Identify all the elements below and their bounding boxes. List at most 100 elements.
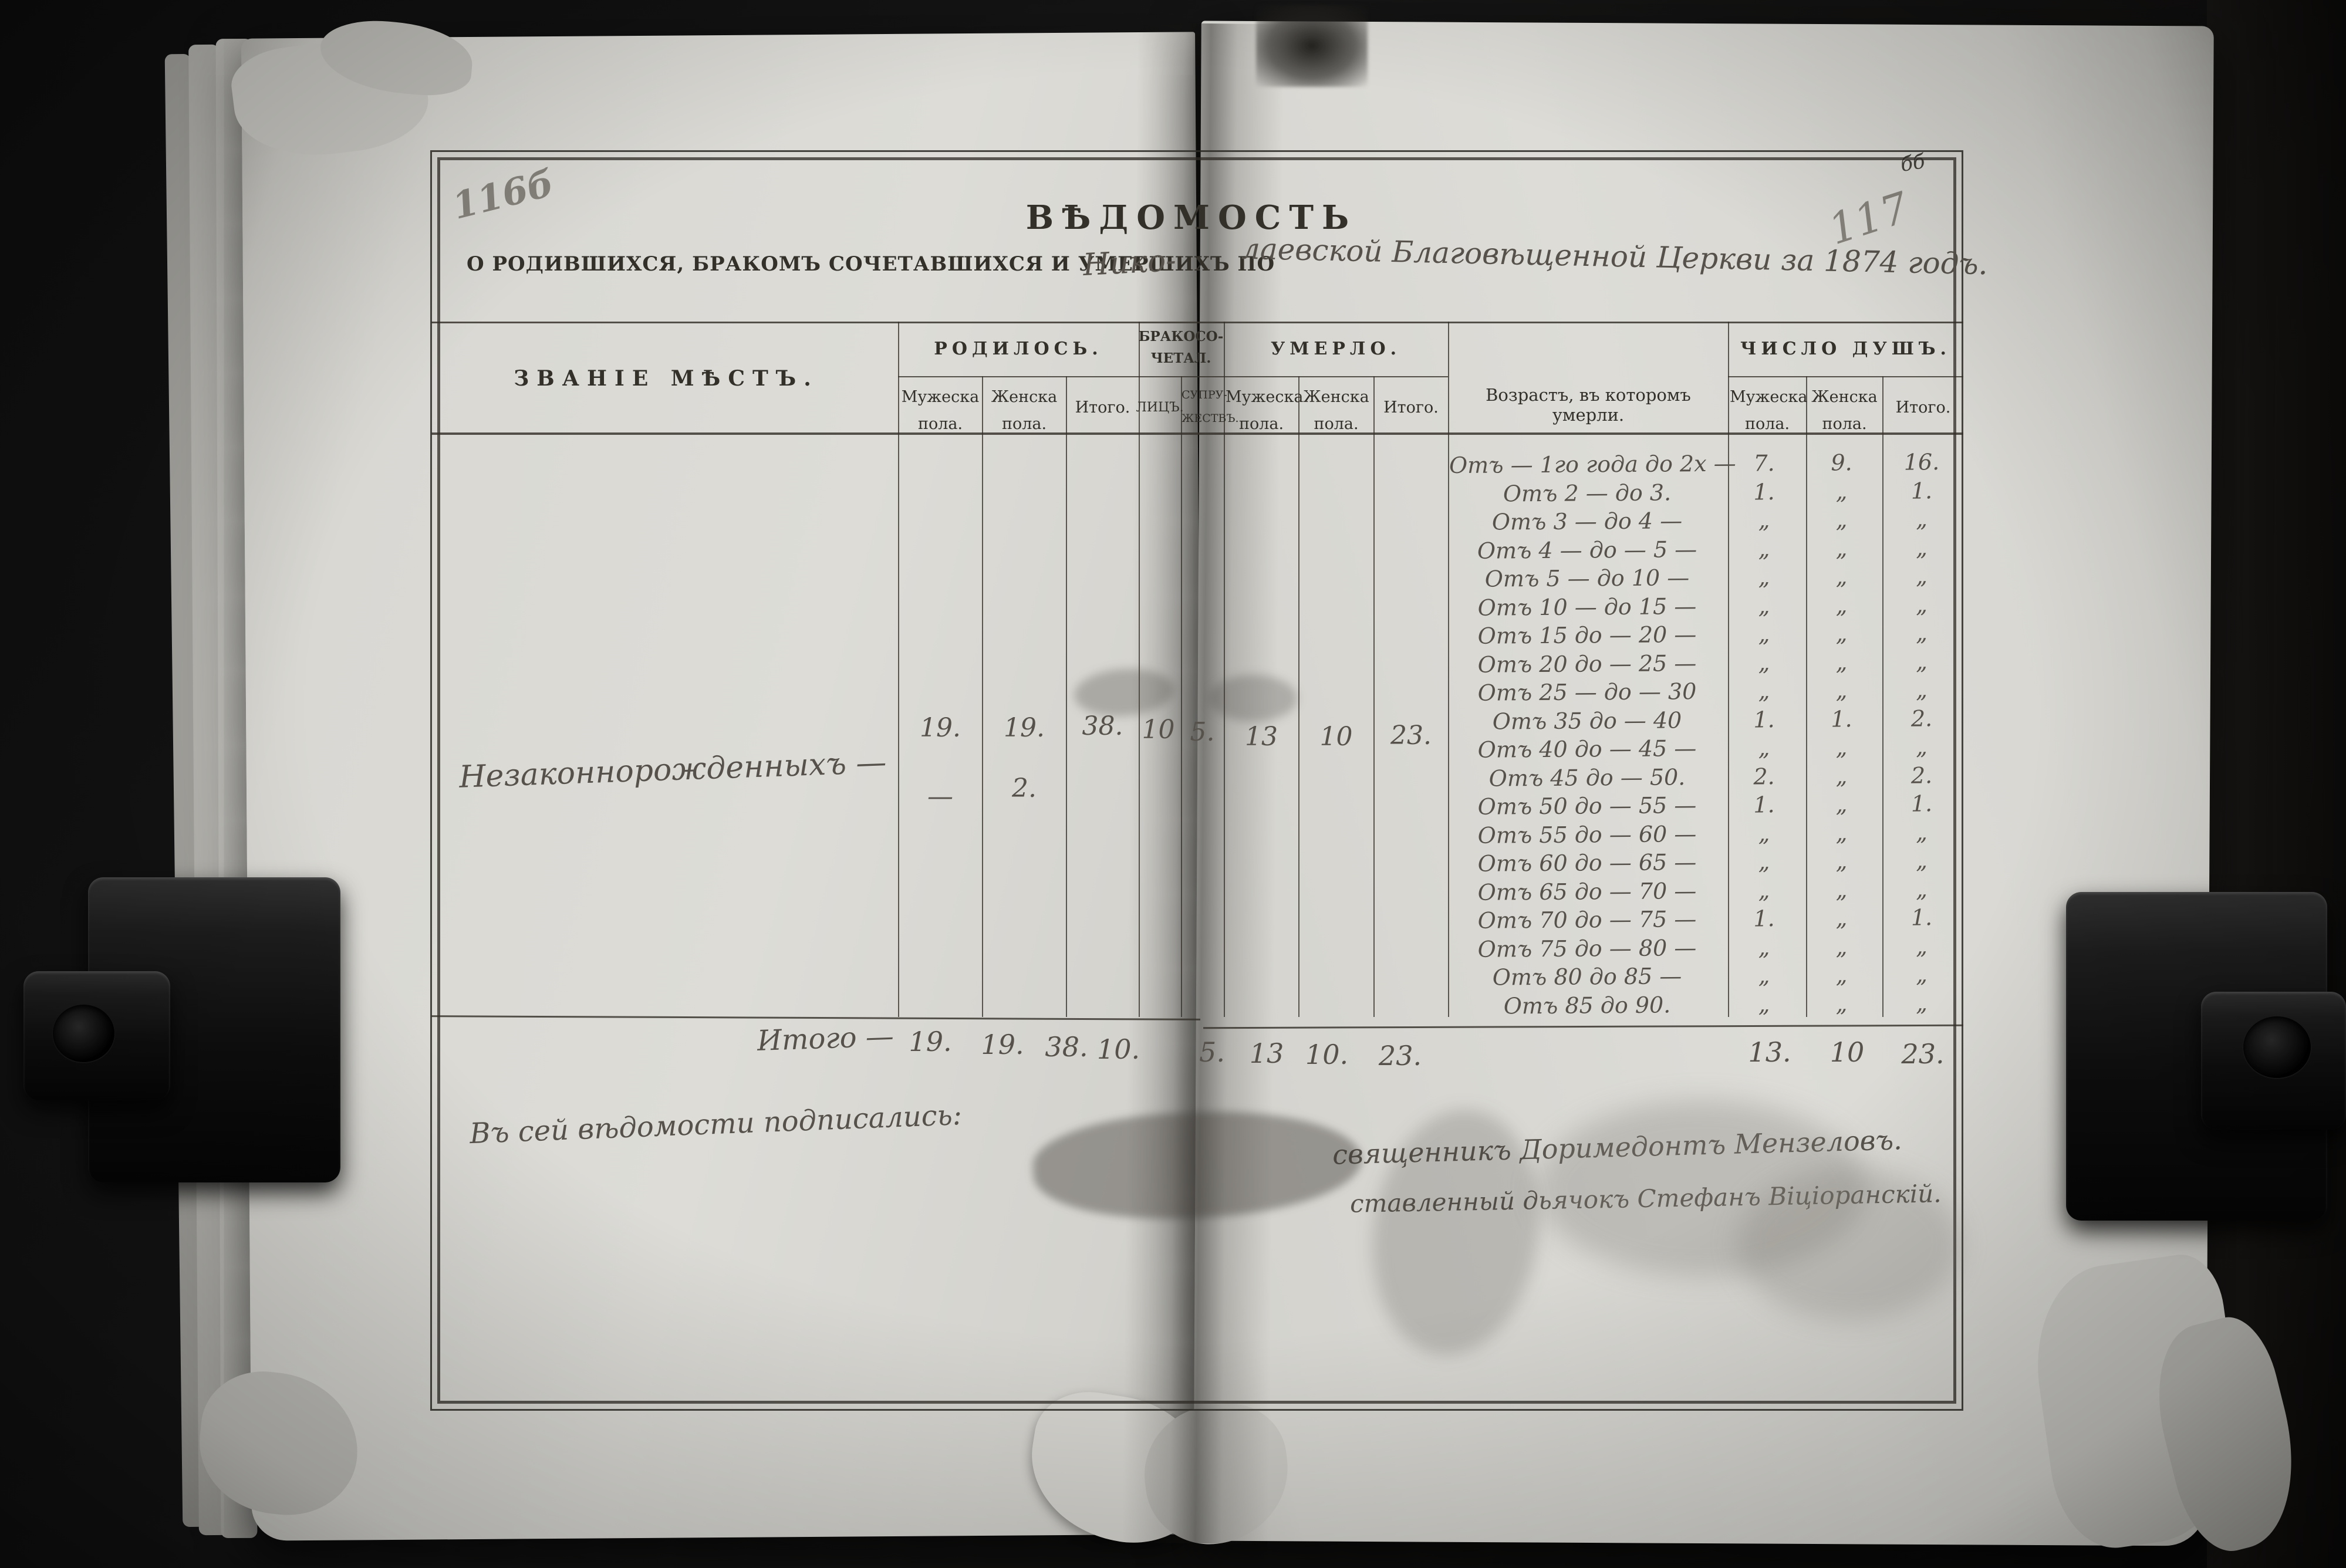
subcolumn-souls-female: Женска пола. — [1811, 388, 1878, 433]
age-range: Отъ 2 — до 3. — [1503, 479, 1672, 507]
age-range: Отъ 25 — до — 30 — [1477, 678, 1697, 706]
table-rule — [1066, 376, 1067, 1017]
deaths-total-count: „ — [1915, 876, 1928, 903]
subcolumn-souls-male: Мужеска пола. — [1730, 388, 1808, 433]
deaths-male-count: „ — [1758, 820, 1770, 847]
deaths-male-count: „ — [1758, 621, 1770, 647]
table-rule — [982, 376, 983, 1017]
subtitle-handwritten-parish: Нико- — [1082, 242, 1177, 283]
left-clamp-hole — [53, 1005, 114, 1062]
deaths-male-count: „ — [1758, 877, 1770, 904]
table-rule — [431, 322, 1963, 323]
age-range: Отъ 55 до — 60 — — [1477, 820, 1697, 849]
table-rule — [1373, 376, 1375, 1017]
totals-souls-female: 10 — [1829, 1036, 1865, 1068]
deaths-total-count: „ — [1915, 620, 1928, 646]
born-male-value: 19. — [920, 713, 961, 743]
died-total-value: 23. — [1390, 721, 1432, 751]
deaths-male-count: „ — [1758, 649, 1770, 676]
deaths-male-count: „ — [1758, 564, 1770, 590]
age-range: Отъ 20 до — 25 — — [1477, 650, 1697, 678]
age-range: Отъ 65 до — 70 — — [1477, 877, 1697, 905]
document-title: ВѢДОМОСТЬ — [1025, 198, 1358, 237]
deaths-female-count: „ — [1835, 791, 1848, 817]
age-range: Отъ — 1го года до 2х — — [1449, 450, 1736, 479]
deaths-male-count: 1. — [1753, 905, 1775, 932]
column-header-age-at-death: Возрастъ, въ которомъ умерли. — [1486, 385, 1691, 425]
deaths-age-row: Отъ — 1го года до 2х — 7. 9. 16. — [1449, 448, 1963, 480]
column-header-places: ЗВАНІЕ МѢСТЪ. — [514, 366, 819, 391]
married-persons-value: 10 — [1142, 715, 1175, 745]
deaths-age-row: Отъ 4 — до — 5 — „ „ „ — [1449, 533, 1963, 565]
subcolumn-souls-total: Итого. — [1895, 398, 1951, 417]
deaths-age-row: Отъ 35 до — 40 1. 1. 2. — [1449, 704, 1963, 736]
age-range: Отъ 4 — до — 5 — — [1477, 536, 1697, 564]
deaths-age-row: Отъ 55 до — 60 — „ „ „ — [1449, 817, 1963, 850]
deaths-male-count: 1. — [1753, 478, 1775, 505]
born-female-value: 19. — [1004, 713, 1045, 743]
right-clamp-hole — [2243, 1016, 2311, 1078]
deaths-male-count: „ — [1758, 849, 1770, 875]
deaths-by-age-table: Отъ — 1го года до 2х — 7. 9. 16. Отъ 2 —… — [1449, 448, 1963, 1019]
deaths-female-count: „ — [1835, 563, 1848, 590]
deaths-female-count: „ — [1835, 820, 1848, 846]
deaths-total-count: „ — [1915, 819, 1928, 846]
age-range: Отъ 75 до — 80 — — [1477, 934, 1697, 962]
age-range: Отъ 15 до — 20 — — [1477, 621, 1697, 649]
table-rule — [1224, 322, 1225, 1017]
totals-died-total: 23. — [1378, 1040, 1422, 1072]
died-female-value: 10 — [1319, 722, 1353, 752]
deaths-female-count: „ — [1835, 991, 1848, 1017]
age-range: Отъ 10 — до 15 — — [1477, 593, 1697, 621]
age-range: Отъ 60 до — 65 — — [1477, 849, 1697, 877]
age-range: Отъ 85 до 90. — [1503, 992, 1671, 1019]
illegitimate-born-female: 2. — [1012, 773, 1037, 803]
deaths-female-count: „ — [1835, 905, 1848, 931]
place-description — [447, 492, 911, 729]
totals-born-male: 19. — [909, 1026, 952, 1057]
died-male-value: 13 — [1245, 722, 1278, 752]
subcolumn-married-persons: ЛИЦЪ. — [1136, 400, 1184, 415]
deaths-age-row: Отъ 3 — до 4 — „ „ „ — [1449, 505, 1963, 537]
deaths-total-count: „ — [1915, 847, 1928, 874]
deaths-age-row: Отъ 60 до — 65 — „ „ „ — [1449, 846, 1963, 878]
column-group-born: РОДИЛОСЬ. — [934, 338, 1103, 359]
deaths-female-count: „ — [1835, 535, 1848, 562]
deaths-male-count: „ — [1758, 678, 1770, 704]
deaths-male-count: „ — [1758, 735, 1770, 761]
deaths-male-count: „ — [1758, 934, 1770, 961]
subcolumn-married-unions: СУПРУ- ЖЕСТВЪ. — [1182, 388, 1239, 425]
totals-married-persons: 10. — [1096, 1033, 1140, 1065]
deaths-female-count: „ — [1835, 934, 1848, 960]
deaths-age-row: Отъ 45 до — 50. 2. „ 2. — [1449, 761, 1963, 793]
deaths-female-count: „ — [1835, 506, 1848, 533]
subcolumn-died-male: Мужеска пола. — [1226, 388, 1304, 433]
totals-died-female: 10. — [1305, 1039, 1349, 1070]
deaths-female-count: „ — [1835, 962, 1848, 988]
age-range: Отъ 45 до — 50. — [1488, 763, 1686, 792]
age-range: Отъ 70 до — 75 — — [1477, 906, 1697, 934]
deaths-female-count: „ — [1835, 478, 1848, 505]
age-range: Отъ 5 — до 10 — — [1484, 565, 1690, 592]
deaths-total-count: „ — [1915, 648, 1928, 675]
deaths-age-row: Отъ 20 до — 25 — „ „ „ — [1449, 647, 1963, 679]
deaths-total-count: „ — [1915, 990, 1928, 1016]
deaths-total-count: 1. — [1910, 478, 1933, 504]
deaths-age-row: Отъ 80 до 85 — „ „ „ — [1449, 960, 1963, 992]
deaths-age-row: Отъ 10 — до 15 — „ „ „ — [1449, 590, 1963, 622]
deaths-female-count: „ — [1835, 592, 1848, 619]
deaths-female-count: „ — [1835, 620, 1848, 647]
deaths-female-count: „ — [1835, 848, 1848, 874]
subcolumn-born-male: Мужеска пола. — [901, 388, 980, 433]
totals-label: Итого — — [757, 1019, 894, 1058]
subcolumn-died-female: Женска пола. — [1303, 388, 1369, 433]
deaths-age-row: Отъ 50 до — 55 — 1. „ 1. — [1449, 789, 1963, 822]
column-group-souls: ЧИСЛО ДУШЪ. — [1740, 338, 1951, 359]
deaths-female-count: „ — [1835, 877, 1848, 903]
deaths-male-count: 1. — [1753, 706, 1775, 733]
deaths-age-row: Отъ 40 до — 45 — „ „ „ — [1449, 732, 1963, 765]
deaths-total-count: 16. — [1903, 449, 1940, 475]
deaths-age-row: Отъ 5 — до 10 — „ „ „ — [1449, 562, 1963, 594]
deaths-age-row: Отъ 2 — до 3. 1. „ 1. — [1449, 476, 1963, 508]
